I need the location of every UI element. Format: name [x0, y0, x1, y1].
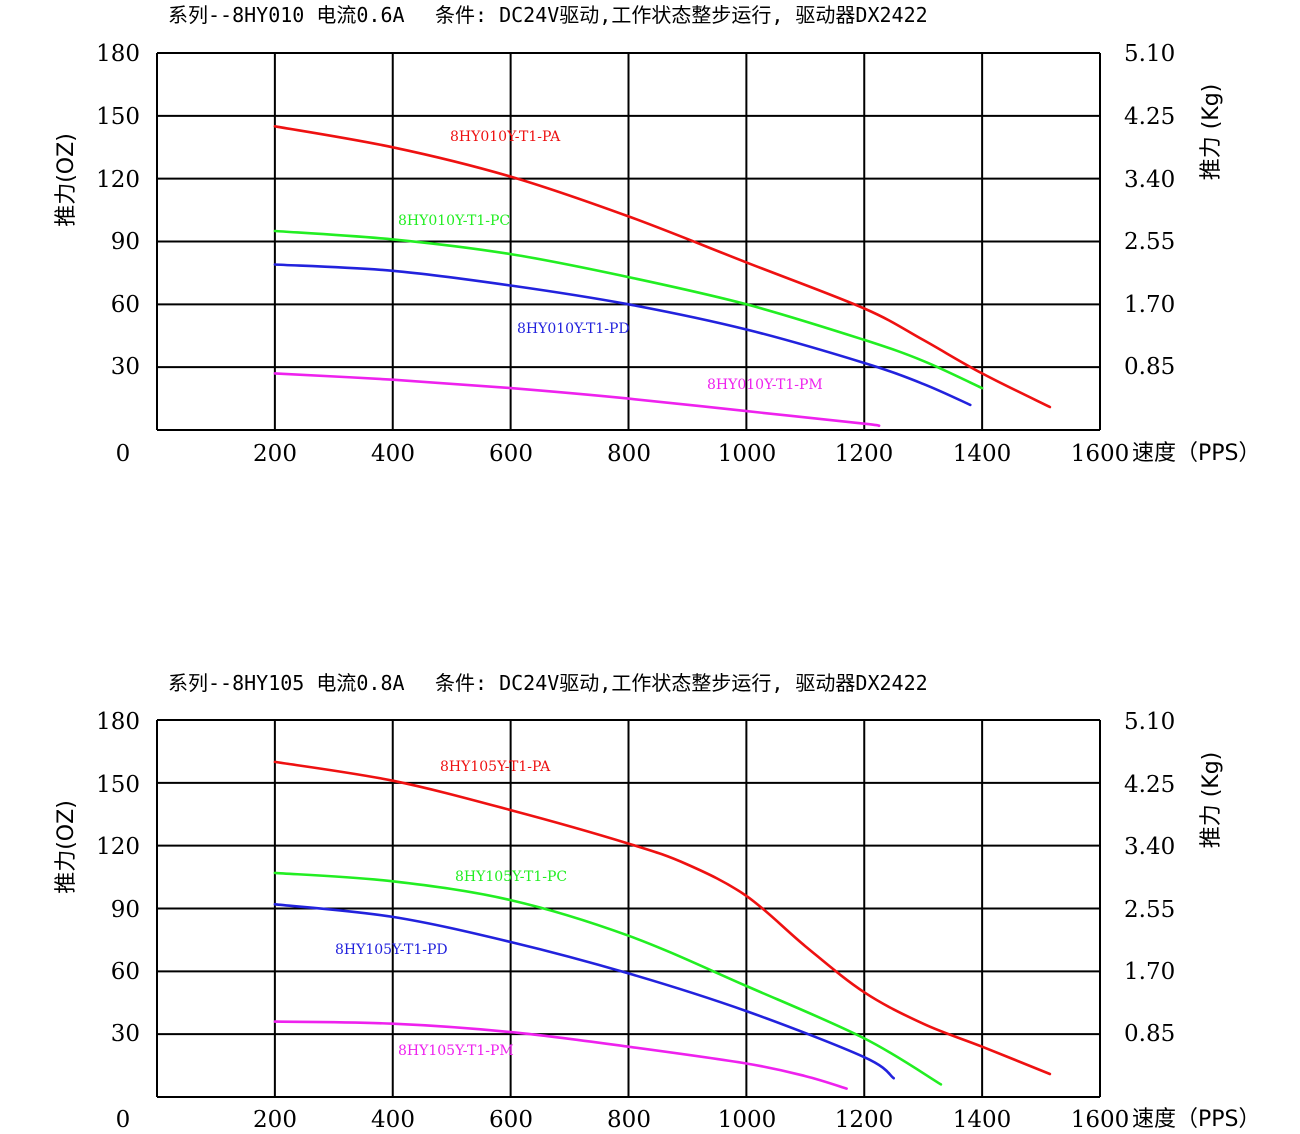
chart-2-series-lines: [273, 760, 1052, 1090]
chart-1-series-label-pa: 8HY010Y-T1-PA: [450, 129, 561, 145]
chart-1-x-tick-0: 0: [116, 441, 131, 467]
chart-1-right-tick-5.10: 5.10: [1124, 41, 1175, 67]
chart-1-y-axis-label: 推力(OZ): [54, 133, 79, 227]
chart-1-right-tick-0.85: 0.85: [1124, 354, 1175, 380]
chart-2-series-line-8hy105y-t1-pm: [273, 1020, 848, 1090]
chart-2-right-tick-3.40: 3.40: [1124, 834, 1175, 860]
chart-2-right-tick-5.10: 5.10: [1124, 709, 1175, 735]
chart-1-right-tick-4.25: 4.25: [1124, 104, 1175, 130]
chart-2-x-tick-1000: 1000: [718, 1107, 777, 1133]
chart-2-y-tick-120: 120: [96, 834, 140, 860]
chart-2-subtitle: 条件: DC24V驱动,工作状态整步运行, 驱动器DX2422: [435, 671, 928, 695]
chart-1-y-tick-120: 120: [96, 167, 140, 193]
chart-1-series-line-8hy010y-t1-pd: [273, 263, 972, 407]
chart-1-x-tick-1200: 1200: [835, 441, 894, 467]
chart-2-series-label-pd: 8HY105Y-T1-PD: [335, 942, 448, 958]
chart-2-series-label-pa: 8HY105Y-T1-PA: [440, 759, 551, 775]
chart-2-x-tick-0: 0: [116, 1107, 131, 1133]
chart-2-series-label-pm: 8HY105Y-T1-PM: [398, 1043, 514, 1059]
chart-1-subtitle: 条件: DC24V驱动,工作状态整步运行, 驱动器DX2422: [435, 3, 928, 27]
chart-1-series-label-pd: 8HY010Y-T1-PD: [517, 321, 630, 337]
chart-2-title: 系列--8HY105 电流0.8A: [168, 671, 405, 695]
chart-2-x-tick-1200: 1200: [835, 1107, 894, 1133]
chart-1-x-tick-200: 200: [253, 441, 297, 467]
chart-1-series-label-pm: 8HY010Y-T1-PM: [707, 377, 823, 393]
chart-2-x-tick-800: 800: [607, 1107, 651, 1133]
chart-2-y-tick-90: 90: [111, 897, 140, 923]
chart-1-x-tick-400: 400: [371, 441, 415, 467]
chart-2-y-axis-label: 推力(OZ): [54, 800, 79, 894]
chart-1-y-tick-60: 60: [111, 292, 140, 318]
chart-2-y-tick-30: 30: [111, 1021, 140, 1047]
chart-2: 系列--8HY105 电流0.8A 条件: DC24V驱动,工作状态整步运行, …: [54, 671, 1261, 1133]
chart-2-right-axis-label: 推力 (Kg): [1199, 752, 1224, 849]
chart-1-title: 系列--8HY010 电流0.6A: [168, 3, 405, 27]
chart-1: 系列--8HY010 电流0.6A 条件: DC24V驱动,工作状态整步运行, …: [54, 3, 1261, 467]
chart-2-x-tick-1400: 1400: [953, 1107, 1012, 1133]
chart-1-x-tick-1000: 1000: [718, 441, 777, 467]
chart-1-x-axis-label: 速度（PPS）: [1132, 441, 1261, 466]
chart-1-y-tick-180: 180: [96, 41, 140, 67]
chart-2-x-tick-1600: 1600: [1071, 1107, 1130, 1133]
chart-1-x-tick-800: 800: [607, 441, 651, 467]
chart-2-x-tick-600: 600: [489, 1107, 533, 1133]
chart-2-series-line-8hy105y-t1-pa: [273, 760, 1052, 1076]
chart-1-right-tick-3.40: 3.40: [1124, 167, 1175, 193]
chart-1-y-tick-90: 90: [111, 229, 140, 255]
chart-1-y-tick-150: 150: [96, 104, 140, 130]
chart-1-right-tick-2.55: 2.55: [1124, 229, 1175, 255]
chart-2-series-line-8hy105y-t1-pd: [273, 903, 895, 1080]
chart-2-grid: [156, 719, 1101, 1098]
chart-2-y-tick-180: 180: [96, 709, 140, 735]
chart-1-series-line-8hy010y-t1-pc: [273, 229, 984, 390]
chart-1-x-tick-1400: 1400: [953, 441, 1012, 467]
chart-2-right-tick-0.85: 0.85: [1124, 1021, 1175, 1047]
chart-2-y-tick-60: 60: [111, 959, 140, 985]
chart-2-right-tick-2.55: 2.55: [1124, 897, 1175, 923]
chart-1-y-tick-30: 30: [111, 354, 140, 380]
chart-1-series-lines: [273, 125, 1052, 428]
chart-2-right-tick-4.25: 4.25: [1124, 772, 1175, 798]
chart-2-y-tick-150: 150: [96, 772, 140, 798]
chart-1-right-axis-label: 推力 (Kg): [1199, 84, 1224, 181]
chart-1-series-label-pc: 8HY010Y-T1-PC: [398, 213, 510, 229]
chart-2-x-axis-label: 速度（PPS）: [1132, 1107, 1261, 1132]
chart-1-series-line-8hy010y-t1-pm: [273, 372, 881, 428]
chart-1-series-line-8hy010y-t1-pa: [273, 125, 1052, 409]
chart-1-right-tick-1.70: 1.70: [1124, 292, 1175, 318]
chart-1-x-tick-1600: 1600: [1071, 441, 1130, 467]
chart-1-x-tick-600: 600: [489, 441, 533, 467]
chart-2-x-tick-400: 400: [371, 1107, 415, 1133]
chart-2-x-tick-200: 200: [253, 1107, 297, 1133]
chart-2-series-label-pc: 8HY105Y-T1-PC: [455, 869, 567, 885]
chart-2-series-line-8hy105y-t1-pc: [273, 871, 943, 1086]
chart-2-right-tick-1.70: 1.70: [1124, 959, 1175, 985]
